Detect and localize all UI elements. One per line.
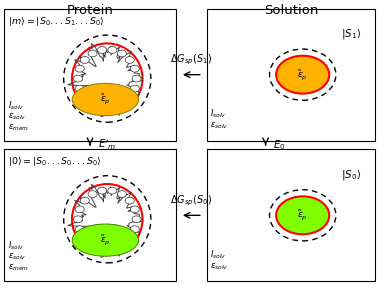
Text: $|0\rangle = |S_0{...}S_0{...}S_0\rangle$: $|0\rangle = |S_0{...}S_0{...}S_0\rangle…: [8, 155, 101, 168]
Ellipse shape: [72, 184, 143, 255]
Ellipse shape: [74, 216, 83, 223]
Text: $I_{solv}$: $I_{solv}$: [8, 240, 24, 252]
Text: $E_0$: $E_0$: [273, 138, 286, 152]
FancyBboxPatch shape: [4, 149, 176, 281]
Ellipse shape: [98, 104, 107, 111]
Ellipse shape: [117, 241, 127, 248]
Ellipse shape: [108, 244, 117, 251]
Ellipse shape: [125, 235, 134, 241]
Text: $|S_1\rangle$: $|S_1\rangle$: [341, 28, 361, 41]
Text: $I_{solv}$: $I_{solv}$: [210, 108, 227, 120]
Text: $\Delta G_{sp}(S_1)$: $\Delta G_{sp}(S_1)$: [171, 53, 212, 67]
Text: $\varepsilon_{solv}$: $\varepsilon_{solv}$: [8, 111, 26, 122]
Ellipse shape: [276, 56, 329, 94]
Ellipse shape: [125, 94, 134, 101]
Ellipse shape: [75, 226, 84, 233]
Ellipse shape: [276, 196, 329, 234]
Text: $\tilde{\varepsilon}_p$: $\tilde{\varepsilon}_p$: [100, 233, 111, 247]
Ellipse shape: [130, 85, 139, 92]
Ellipse shape: [75, 206, 84, 213]
Text: $\varepsilon_{solv}$: $\varepsilon_{solv}$: [210, 262, 229, 272]
Ellipse shape: [75, 85, 84, 92]
Text: $E'_m$: $E'_m$: [98, 138, 116, 152]
Ellipse shape: [88, 191, 97, 197]
Ellipse shape: [88, 50, 97, 57]
FancyBboxPatch shape: [207, 9, 375, 141]
Ellipse shape: [72, 224, 139, 256]
Ellipse shape: [125, 197, 134, 204]
Ellipse shape: [132, 75, 141, 82]
Ellipse shape: [108, 47, 117, 53]
Ellipse shape: [72, 44, 143, 114]
Text: $\tilde{\varepsilon}_p$: $\tilde{\varepsilon}_p$: [298, 68, 308, 81]
Ellipse shape: [108, 187, 117, 194]
Ellipse shape: [72, 83, 139, 116]
Ellipse shape: [125, 57, 134, 63]
Ellipse shape: [88, 100, 97, 107]
Ellipse shape: [80, 197, 89, 204]
Ellipse shape: [117, 191, 127, 197]
Ellipse shape: [80, 57, 89, 63]
Text: $\tilde{\varepsilon}_p$: $\tilde{\varepsilon}_p$: [298, 209, 308, 222]
Ellipse shape: [108, 104, 117, 111]
Ellipse shape: [88, 241, 97, 248]
FancyBboxPatch shape: [4, 9, 176, 141]
FancyBboxPatch shape: [207, 149, 375, 281]
Ellipse shape: [98, 244, 107, 251]
Ellipse shape: [130, 65, 139, 72]
Text: $\varepsilon_{solv}$: $\varepsilon_{solv}$: [210, 121, 229, 131]
Text: Solution: Solution: [264, 4, 318, 17]
Ellipse shape: [98, 47, 107, 53]
Ellipse shape: [98, 187, 107, 194]
Text: $|S_0\rangle$: $|S_0\rangle$: [341, 168, 361, 182]
Ellipse shape: [74, 75, 83, 82]
Ellipse shape: [75, 65, 84, 72]
Text: $\varepsilon_{mem}$: $\varepsilon_{mem}$: [8, 263, 29, 273]
Ellipse shape: [80, 235, 89, 241]
Text: $\tilde{\varepsilon}_p$: $\tilde{\varepsilon}_p$: [100, 93, 111, 106]
Ellipse shape: [117, 100, 127, 107]
Ellipse shape: [130, 226, 139, 233]
Ellipse shape: [132, 216, 141, 223]
Text: $|m\rangle = |S_0{...}S_1{...}S_0\rangle$: $|m\rangle = |S_0{...}S_1{...}S_0\rangle…: [8, 14, 104, 28]
Text: Protein: Protein: [67, 4, 113, 17]
Text: $I_{solv}$: $I_{solv}$: [210, 249, 227, 261]
Ellipse shape: [80, 94, 89, 101]
Text: $I_{solv}$: $I_{solv}$: [8, 99, 24, 112]
Ellipse shape: [117, 50, 127, 57]
Ellipse shape: [130, 206, 139, 213]
Text: $\varepsilon_{solv}$: $\varepsilon_{solv}$: [8, 252, 26, 262]
Text: $\varepsilon_{mem}$: $\varepsilon_{mem}$: [8, 122, 29, 133]
Text: $\Delta G_{sp}(S_0)$: $\Delta G_{sp}(S_0)$: [171, 194, 212, 208]
